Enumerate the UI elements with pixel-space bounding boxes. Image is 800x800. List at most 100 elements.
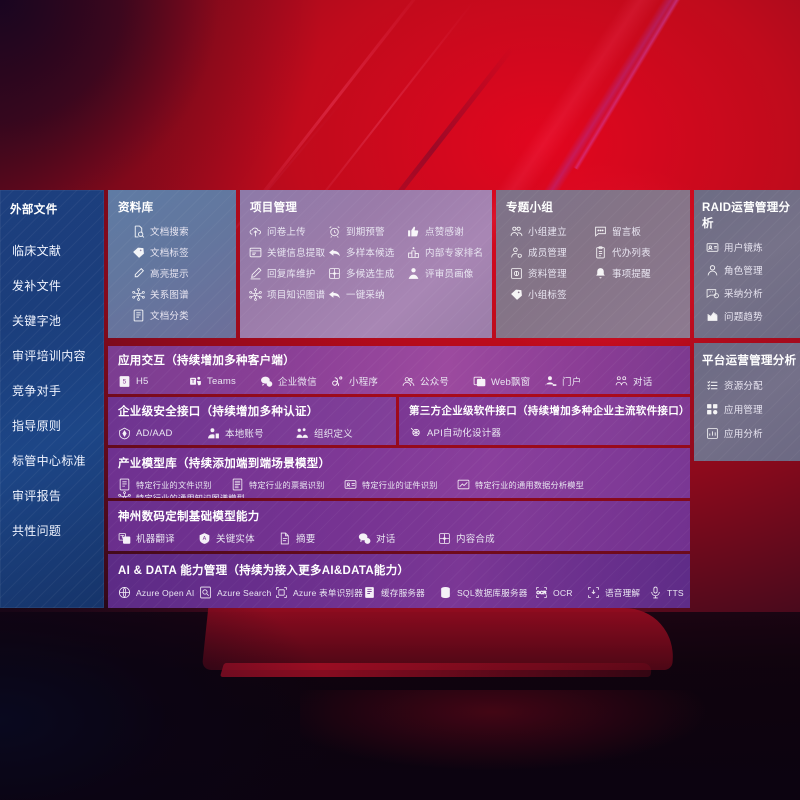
item-reviewer-portrait[interactable]: 评审员画像 <box>407 266 486 280</box>
item-azure-open-ai[interactable]: Azure Open AI <box>118 586 199 599</box>
panel-thirdparty-items: API自动化设计器 <box>409 425 690 439</box>
sidebar-item-supplement-files[interactable]: 发补文件 <box>12 279 62 293</box>
item-message-board[interactable]: 留言板 <box>594 224 678 238</box>
item-highlight-hint[interactable]: 高亮提示 <box>132 266 236 280</box>
merge-icon <box>328 267 341 280</box>
item-dialog[interactable]: 对话 <box>615 374 686 388</box>
item-label: 文档搜索 <box>150 227 189 238</box>
background-vignette-bottom-left <box>0 600 420 800</box>
sidebar-item-guidelines[interactable]: 指导原则 <box>12 419 62 433</box>
cache-icon <box>363 586 376 599</box>
item-expiry-warning[interactable]: 到期预警 <box>328 224 407 238</box>
item-app-analytics[interactable]: 应用分析 <box>706 426 800 440</box>
item-org-definition[interactable]: 组织定义 <box>296 426 385 440</box>
item-label: Azure 表单识别器 <box>293 587 364 598</box>
item-label: 多样本候选 <box>346 248 395 259</box>
panel-raid-title: RAID运营管理分析 <box>702 202 791 230</box>
data-analysis-icon <box>457 478 470 491</box>
item-key-info-extraction[interactable]: 关键信息提取 <box>249 245 328 259</box>
item-adoption-analysis[interactable]: 采纳分析 <box>706 286 800 300</box>
sidebar-item-review-training[interactable]: 审评培训内容 <box>12 349 86 363</box>
item-label: 门户 <box>562 377 582 388</box>
item-azure-form-recognizer[interactable]: Azure 表单识别器 <box>275 586 363 599</box>
h5-icon: 5 <box>118 375 131 388</box>
item-group-tag[interactable]: 小组标签 <box>510 287 594 301</box>
item-document-tag[interactable]: 文档标签 <box>132 245 236 259</box>
pen-icon <box>249 266 262 280</box>
item-relation-graph[interactable]: 关系图谱 <box>132 287 236 301</box>
document-search-icon <box>132 225 145 238</box>
item-azure-search[interactable]: Azure Search <box>199 586 275 599</box>
item-internal-expert-ranking[interactable]: 内部专家排名 <box>407 245 486 259</box>
item-resource-allocation[interactable]: 资源分配 <box>706 378 800 392</box>
panel-model-items: 特定行业的文件识别 特定行业的票据识别 特定行业的证件识别 特定行业的通用数据分… <box>118 478 690 498</box>
item-portal[interactable]: 门户 <box>544 374 615 388</box>
panel-team-items: 小组建立 留言板 成员管理 代办列表 资料管理 事项提醒 小组标签 <box>510 224 690 301</box>
item-local-account[interactable]: 本地账号 <box>207 426 296 440</box>
item-file-recognition[interactable]: 特定行业的文件识别 <box>118 478 231 491</box>
sidebar-item-standards-center[interactable]: 标管中心标准 <box>12 454 86 468</box>
item-document-category[interactable]: 文档分类 <box>132 308 236 322</box>
item-sql-database-server[interactable]: SQL数据库服务器 <box>439 586 535 599</box>
item-role-management[interactable]: 角色管理 <box>706 263 800 277</box>
item-api-auto-designer[interactable]: API自动化设计器 <box>409 425 501 439</box>
item-label: 特定行业的通用数据分析模型 <box>475 480 585 490</box>
item-label: 语音理解 <box>605 587 641 598</box>
sidebar-item-clinical-literature[interactable]: 临床文献 <box>12 244 62 258</box>
panel-project-items: 问卷上传 到期预警 点赞感谢 关键信息提取 多样本候选 内部专家排名 回复库维护 <box>249 224 492 301</box>
sidebar-item-review-report[interactable]: 审评报告 <box>12 489 62 503</box>
item-h5[interactable]: 5 H5 <box>118 374 189 388</box>
item-wechat-work[interactable]: 企业微信 <box>260 374 331 388</box>
bell-icon <box>594 267 607 280</box>
item-official-account[interactable]: 公众号 <box>402 374 473 388</box>
item-group-create[interactable]: 小组建立 <box>510 224 594 238</box>
item-thanks-like[interactable]: 点赞感谢 <box>407 224 486 238</box>
item-app-management[interactable]: 应用管理 <box>706 402 800 416</box>
item-todo-list[interactable]: 代办列表 <box>594 245 678 259</box>
shield-icon <box>118 427 131 440</box>
item-general-data-analysis-model[interactable]: 特定行业的通用数据分析模型 <box>457 478 584 491</box>
sidebar-item-common-issues[interactable]: 共性问题 <box>12 524 62 538</box>
item-machine-translation[interactable]: 机器翻译 <box>118 531 198 545</box>
item-document-search[interactable]: 文档搜索 <box>132 224 236 238</box>
sidebar-item-keyword-pool[interactable]: 关键字池 <box>12 314 62 328</box>
item-summary[interactable]: 摘要 <box>278 531 358 545</box>
item-general-knowledge-graph-model[interactable]: 特定行业的通用知识图谱模型 <box>118 491 245 498</box>
item-multi-candidate-generation[interactable]: 多候选生成 <box>328 266 407 280</box>
item-reply-library-maintenance[interactable]: 回复库维护 <box>249 266 328 280</box>
item-ocr[interactable]: OCR OCR <box>535 586 587 599</box>
item-project-knowledge-graph[interactable]: 项目知识图谱 <box>249 287 328 301</box>
item-ad-aad[interactable]: AD/AAD <box>118 426 207 440</box>
item-key-entity[interactable]: A 关键实体 <box>198 531 278 545</box>
sidebar-item-competitors[interactable]: 竞争对手 <box>12 384 62 398</box>
item-chat[interactable]: 对话 <box>358 531 438 545</box>
item-questionnaire-upload[interactable]: 问卷上传 <box>249 224 328 238</box>
panel-interaction-items: 5 H5 Teams 企业微信 小程序 公众号 Web飘窗 门户 <box>118 374 690 388</box>
item-one-click-adopt[interactable]: 一键采纳 <box>328 287 407 301</box>
user-settings-icon <box>510 246 523 259</box>
item-event-reminder[interactable]: 事项提醒 <box>594 266 678 280</box>
panel-team-title: 专题小组 <box>506 202 554 214</box>
item-miniprogram[interactable]: 小程序 <box>331 374 402 388</box>
item-label: 资源分配 <box>724 381 763 392</box>
user-icon <box>706 264 719 277</box>
item-id-recognition[interactable]: 特定行业的证件识别 <box>344 478 457 491</box>
item-user-profile[interactable]: 用户镜炼 <box>706 240 800 254</box>
web-window-icon <box>473 375 486 388</box>
item-cache-server[interactable]: 缓存服务器 <box>363 586 439 599</box>
graph-icon <box>249 287 262 301</box>
item-member-management[interactable]: 成员管理 <box>510 245 594 259</box>
item-issue-trend[interactable]: 问题趋势 <box>706 309 800 323</box>
item-receipt-recognition[interactable]: 特定行业的票据识别 <box>231 478 344 491</box>
item-tts[interactable]: TTS <box>649 586 684 599</box>
item-label: 问卷上传 <box>267 227 306 238</box>
list-order-icon <box>706 379 719 392</box>
item-label: H5 <box>136 375 149 387</box>
item-teams[interactable]: Teams <box>189 374 260 388</box>
item-multi-sample-candidate[interactable]: 多样本候选 <box>328 245 407 259</box>
item-content-synthesis[interactable]: 内容合成 <box>438 531 518 545</box>
miniprogram-icon <box>331 375 344 388</box>
item-material-management[interactable]: 资料管理 <box>510 266 594 280</box>
item-web-floating-window[interactable]: Web飘窗 <box>473 374 544 388</box>
item-voice-understanding[interactable]: 语音理解 <box>587 586 649 599</box>
